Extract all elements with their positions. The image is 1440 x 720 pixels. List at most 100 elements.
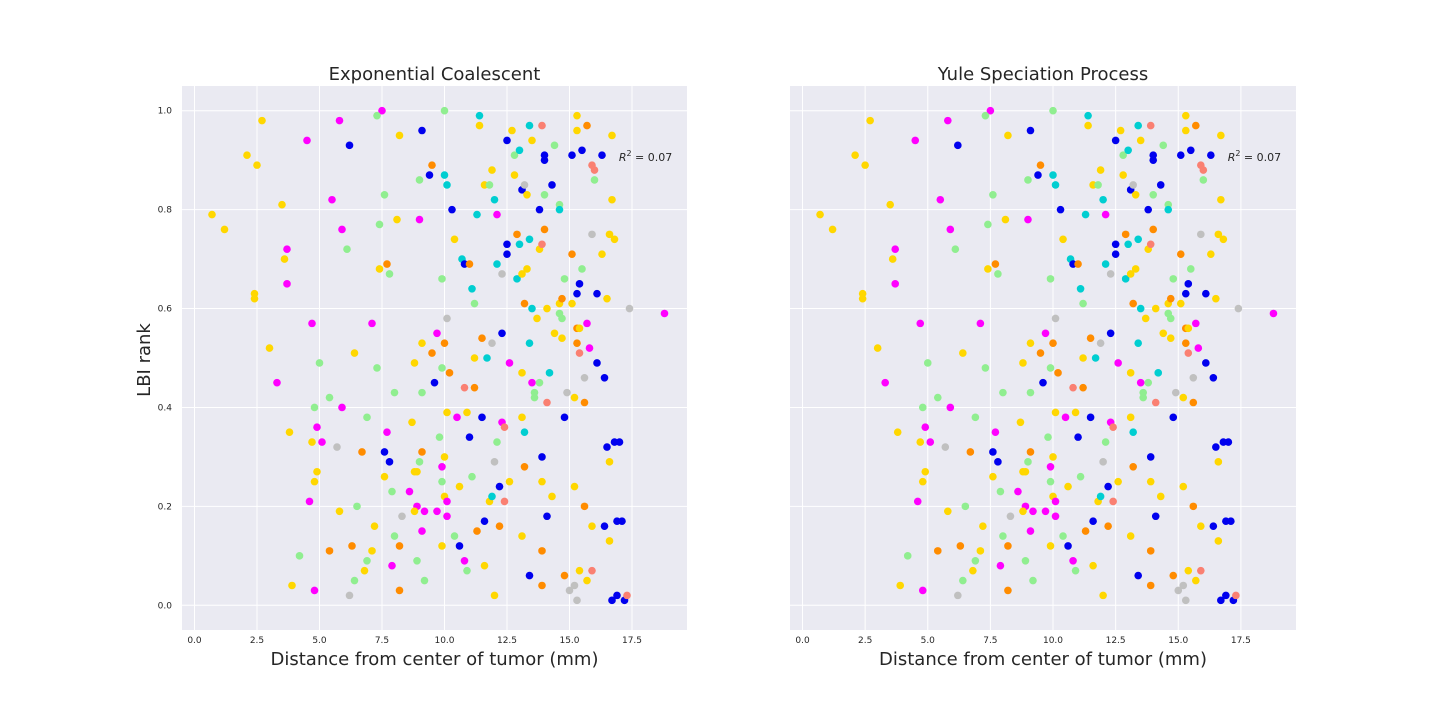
scatter-point bbox=[518, 270, 526, 278]
scatter-point bbox=[368, 547, 376, 555]
scatter-point bbox=[363, 556, 371, 565]
scatter-point bbox=[360, 566, 369, 575]
scatter-point bbox=[488, 492, 496, 501]
scatter-point bbox=[385, 458, 394, 466]
scatter-point bbox=[443, 314, 451, 323]
scatter-point bbox=[1051, 512, 1060, 521]
scatter-point bbox=[971, 556, 980, 565]
scatter-point bbox=[1209, 522, 1218, 530]
scatter-point bbox=[886, 200, 894, 209]
scatter-point bbox=[258, 116, 266, 125]
scatter-point bbox=[590, 166, 599, 174]
scatter-point bbox=[1181, 111, 1190, 120]
scatter-point bbox=[450, 235, 459, 244]
scatter-point bbox=[1121, 230, 1130, 239]
scatter-point bbox=[310, 403, 319, 412]
scatter-point bbox=[1046, 463, 1055, 471]
scatter-point bbox=[493, 260, 501, 268]
scatter-point bbox=[453, 413, 461, 422]
scatter-point bbox=[568, 151, 576, 160]
scatter-point bbox=[420, 507, 429, 516]
scatter-point bbox=[465, 260, 474, 268]
scatter-point bbox=[605, 537, 614, 545]
scatter-point bbox=[570, 393, 579, 402]
scatter-point bbox=[984, 265, 992, 273]
scatter-point bbox=[583, 121, 591, 130]
plot-area bbox=[790, 86, 1296, 630]
scatter-point bbox=[1036, 161, 1045, 169]
scatter-point bbox=[1084, 111, 1092, 120]
scatter-point bbox=[1212, 443, 1220, 451]
y-tick-label: 1.0 bbox=[158, 107, 173, 117]
scatter-point bbox=[500, 423, 509, 432]
scatter-point bbox=[1101, 438, 1110, 446]
scatter-point bbox=[1049, 171, 1057, 179]
scatter-point bbox=[1026, 448, 1035, 456]
scatter-point bbox=[1164, 205, 1173, 214]
scatter-point bbox=[936, 195, 945, 204]
scatter-point bbox=[575, 349, 584, 357]
scatter-point bbox=[1197, 566, 1205, 575]
scatter-point bbox=[1029, 576, 1037, 585]
x-tick-label: 15.0 bbox=[559, 636, 579, 646]
scatter-point bbox=[996, 561, 1005, 570]
scatter-point bbox=[954, 141, 962, 150]
scatter-point bbox=[550, 329, 559, 338]
scatter-point bbox=[343, 245, 351, 253]
scatter-point bbox=[588, 566, 596, 575]
scatter-point bbox=[851, 151, 859, 160]
scatter-point bbox=[438, 542, 446, 550]
scatter-point bbox=[1106, 329, 1115, 338]
scatter-point bbox=[500, 497, 509, 506]
scatter-point bbox=[1166, 334, 1175, 343]
scatter-point bbox=[1126, 532, 1135, 540]
scatter-point bbox=[1019, 507, 1027, 516]
x-tick-label: 17.5 bbox=[1231, 636, 1251, 646]
scatter-point bbox=[335, 507, 344, 516]
scatter-point bbox=[480, 561, 489, 570]
scatter-point bbox=[994, 458, 1002, 466]
scatter-point bbox=[533, 314, 541, 323]
scatter-point bbox=[440, 106, 449, 115]
scatter-point bbox=[605, 458, 614, 466]
scatter-point bbox=[1046, 542, 1055, 550]
scatter-point bbox=[575, 280, 584, 288]
scatter-point bbox=[981, 364, 990, 372]
scatter-point bbox=[415, 458, 424, 466]
scatter-point bbox=[418, 448, 426, 456]
scatter-point bbox=[428, 349, 436, 357]
scatter-point bbox=[573, 596, 581, 605]
scatter-point bbox=[518, 532, 526, 540]
scatter-point bbox=[1134, 339, 1142, 347]
scatter-point bbox=[1059, 235, 1067, 244]
scatter-point bbox=[1186, 265, 1195, 273]
scatter-point bbox=[283, 245, 291, 253]
scatter-point bbox=[303, 136, 311, 145]
scatter-point bbox=[1181, 126, 1190, 135]
scatter-point bbox=[1169, 275, 1178, 283]
scatter-point bbox=[395, 586, 404, 595]
scatter-point bbox=[558, 314, 566, 323]
scatter-point bbox=[558, 334, 566, 343]
scatter-point bbox=[1166, 294, 1175, 303]
scatter-point bbox=[543, 304, 551, 313]
scatter-point bbox=[1179, 581, 1188, 590]
scatter-point bbox=[1074, 260, 1082, 268]
scatter-point bbox=[563, 388, 571, 397]
scatter-point bbox=[618, 517, 626, 525]
scatter-point bbox=[1094, 181, 1102, 189]
scatter-point bbox=[1081, 527, 1090, 535]
plot-area bbox=[182, 86, 687, 630]
scatter-point bbox=[1004, 586, 1012, 595]
scatter-point bbox=[473, 210, 481, 219]
scatter-point bbox=[1126, 413, 1135, 422]
scatter-point bbox=[660, 309, 669, 318]
scatter-point bbox=[1181, 596, 1190, 605]
scatter-point bbox=[1209, 373, 1218, 382]
scatter-point bbox=[1124, 146, 1132, 155]
x-axis-label: Distance from center of tumor (mm) bbox=[879, 649, 1207, 670]
scatter-point bbox=[918, 403, 927, 412]
x-tick-label: 2.5 bbox=[858, 636, 872, 646]
scatter-point bbox=[1176, 299, 1185, 308]
scatter-point bbox=[435, 433, 444, 441]
